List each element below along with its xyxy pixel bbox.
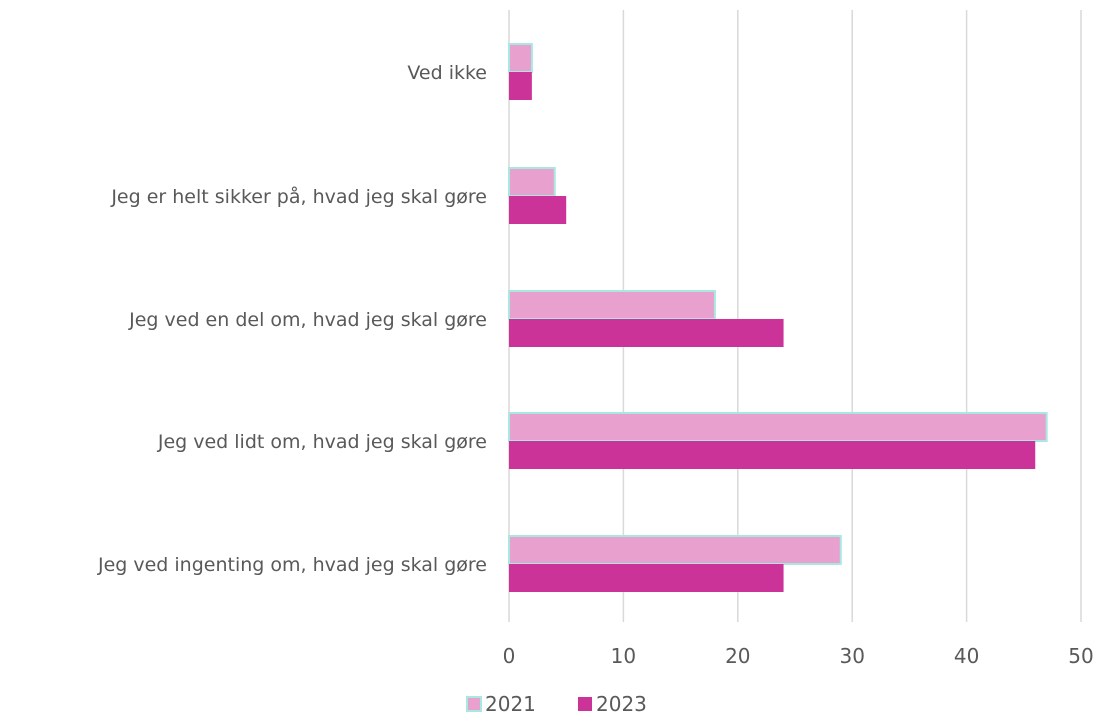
x-tick-label: 10 (611, 644, 636, 668)
gridlines (508, 10, 1082, 622)
bar-2021-0 (508, 43, 533, 73)
bar-2021-3 (508, 412, 1048, 442)
bar-2023-0 (509, 72, 532, 100)
bar-2023-3 (509, 441, 1036, 469)
legend-swatch-2023 (578, 697, 592, 711)
category-label: Jeg ved ingenting om, hvad jeg skal gøre (97, 554, 487, 576)
x-tick-label: 30 (839, 644, 864, 668)
category-label: Jeg ved lidt om, hvad jeg skal gøre (157, 431, 487, 453)
bar-2021-1 (508, 167, 556, 197)
x-tick-label: 40 (954, 644, 979, 668)
bar-2023-2 (509, 319, 784, 347)
legend-label-2021: 2021 (485, 692, 536, 716)
bar-2023-4 (509, 564, 784, 592)
category-labels: Ved ikke Jeg er helt sikker på, hvad jeg … (97, 62, 487, 576)
bar-2021-2 (508, 290, 716, 320)
legend: 2021 2023 (466, 692, 647, 716)
legend-label-2023: 2023 (596, 692, 647, 716)
legend-swatch-2021 (466, 696, 482, 712)
category-label: Ved ikke (407, 62, 487, 84)
bar-2023-1 (509, 196, 567, 224)
x-tick-label: 0 (503, 644, 516, 668)
category-label: Jeg er helt sikker på, hvad jeg skal gør… (110, 185, 487, 208)
x-tick-labels: 0 10 20 30 40 50 (503, 644, 1094, 668)
bar-2021-4 (508, 535, 842, 565)
x-tick-label: 50 (1068, 644, 1093, 668)
x-tick-label: 20 (725, 644, 750, 668)
bars (508, 43, 1048, 592)
category-label: Jeg ved en del om, hvad jeg skal gøre (128, 309, 487, 331)
